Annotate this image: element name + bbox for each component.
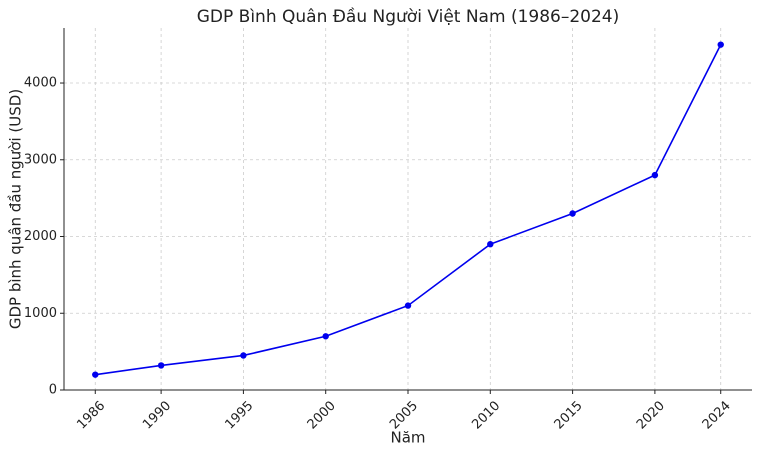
x-tick-label: 2000 xyxy=(305,398,339,432)
point xyxy=(404,302,412,309)
point xyxy=(240,352,247,359)
x-tick-label: 1990 xyxy=(140,398,174,432)
x-tick-label: 2010 xyxy=(469,398,503,432)
x-tick-label: 2005 xyxy=(387,398,421,432)
x-tick-label: 2024 xyxy=(700,398,734,432)
y-tick-label: 0 xyxy=(49,383,57,398)
point xyxy=(651,171,659,179)
y-tick-label: 4000 xyxy=(24,76,57,91)
point xyxy=(322,333,329,340)
point xyxy=(717,41,724,48)
x-tick-label: 1995 xyxy=(222,398,256,432)
x-tick-label: 1986 xyxy=(74,398,108,432)
point xyxy=(487,240,494,248)
point xyxy=(92,371,99,378)
x-tick-label: 2015 xyxy=(552,398,586,432)
y-tick-label: 2000 xyxy=(24,229,57,244)
point xyxy=(157,362,165,369)
x-tick-label: 2020 xyxy=(634,398,668,432)
y-tick-label: 1000 xyxy=(24,306,57,321)
y-tick-label: 3000 xyxy=(24,152,57,167)
point xyxy=(569,210,576,217)
chart-title: GDP Bình Quân Đầu Người Việt Nam (1986–2… xyxy=(197,6,620,27)
x-axis-label: Năm xyxy=(390,429,425,447)
y-axis-label: GDP bình quân đầu người (USD) xyxy=(7,89,25,329)
